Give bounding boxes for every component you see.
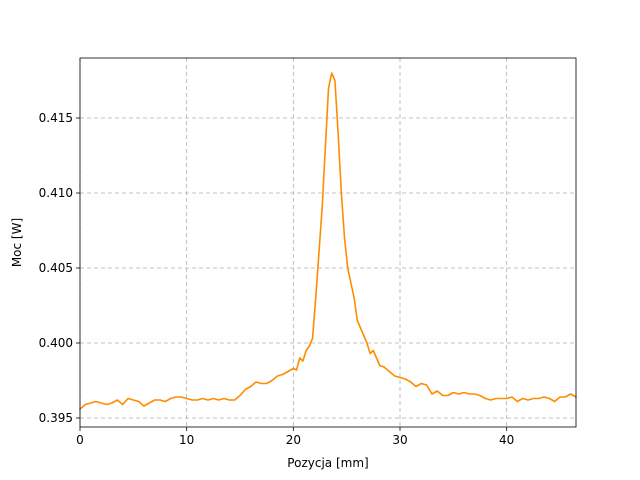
x-axis-label: Pozycja [mm]: [287, 456, 368, 470]
y-tick-label: 0.400: [39, 336, 73, 350]
y-tick-label: 0.410: [39, 186, 73, 200]
y-tick-label: 0.395: [39, 411, 73, 425]
x-tick-label: 0: [76, 433, 84, 447]
x-tick-label: 10: [179, 433, 194, 447]
plot-frame: [79, 57, 577, 428]
y-tick-label: 0.405: [39, 261, 73, 275]
axis-ticks: 0 10 20 30 40 0.395 0.400 0.405 0.410 0.415: [39, 111, 515, 447]
y-axis-label: Moc [W]: [10, 218, 24, 267]
x-tick-label: 20: [286, 433, 301, 447]
series-line: [79, 72, 577, 410]
x-tick-label: 30: [392, 433, 407, 447]
series-layer: [79, 72, 577, 410]
x-tick-label: 40: [499, 433, 514, 447]
y-tick-label: 0.415: [39, 111, 73, 125]
